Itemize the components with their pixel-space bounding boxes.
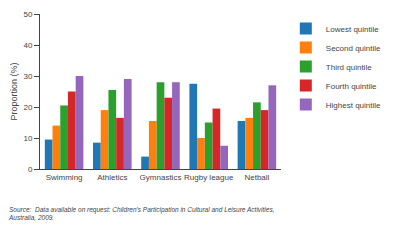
svg-text:Swimming: Swimming xyxy=(46,173,83,182)
svg-text:Gymnastics: Gymnastics xyxy=(140,173,182,182)
svg-text:Netball: Netball xyxy=(244,173,269,182)
svg-text:0: 0 xyxy=(28,165,33,174)
svg-text:Athletics: Athletics xyxy=(97,173,127,182)
svg-text:30: 30 xyxy=(23,72,32,81)
svg-text:10: 10 xyxy=(23,134,32,143)
svg-text:Fourth quintile: Fourth quintile xyxy=(326,82,377,91)
svg-text:20: 20 xyxy=(23,103,32,112)
svg-text:Highest quintile: Highest quintile xyxy=(326,101,381,110)
svg-text:Proportion (%): Proportion (%) xyxy=(9,62,19,120)
svg-text:Third quintile: Third quintile xyxy=(326,63,372,72)
svg-text:40: 40 xyxy=(23,41,32,50)
svg-text:Lowest quintile: Lowest quintile xyxy=(326,25,379,34)
svg-text:Source: Data available on req: Source: Data available on request: Child… xyxy=(8,206,275,221)
svg-text:Second quintile: Second quintile xyxy=(326,44,381,53)
svg-text:Rugby league: Rugby league xyxy=(184,173,234,182)
svg-text:50: 50 xyxy=(23,10,32,19)
